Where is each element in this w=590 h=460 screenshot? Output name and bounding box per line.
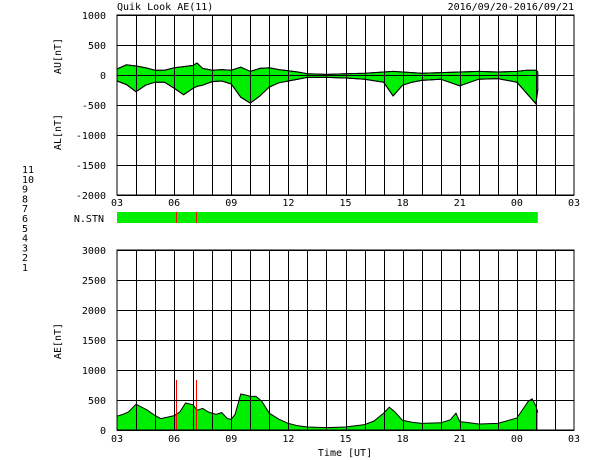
station-legend-item: 2 — [22, 253, 28, 264]
station-legend-item: 11 — [22, 165, 34, 176]
au-axis-label: AU[nT] — [53, 38, 64, 74]
y-tick-label: 500 — [88, 396, 106, 407]
au-series-line — [116, 62, 539, 75]
y-tick-label: -1000 — [76, 131, 106, 142]
x-tick-label: 12 — [282, 434, 294, 445]
x-tick-label: 03 — [111, 434, 123, 445]
station-legend-item: 6 — [22, 214, 28, 225]
al-axis-label: AL[nT] — [53, 114, 64, 150]
x-axis-label: Time [UT] — [318, 448, 372, 459]
al-series-line — [116, 76, 539, 105]
station-legend-item: 10 — [22, 175, 34, 186]
station-legend-item: 7 — [22, 204, 28, 215]
y-tick-label: 3000 — [82, 246, 106, 257]
y-tick-label: 500 — [88, 41, 106, 52]
x-tick-label: 15 — [339, 434, 351, 445]
x-tick-label: 18 — [397, 198, 409, 209]
station-legend-item: 8 — [22, 194, 28, 205]
ae-area — [117, 394, 538, 430]
x-tick-label: 03 — [568, 434, 580, 445]
x-tick-label: 21 — [454, 198, 466, 209]
au-al-panel: 1000 500 0 -500 -1000 -1500 -2000 03 06 09 12 15 18… — [53, 11, 580, 209]
station-legend-item: 3 — [22, 243, 28, 254]
x-tick-label: 15 — [339, 198, 351, 209]
date-range: 2016/09/20-2016/09/21 — [448, 2, 574, 13]
station-legend-item: 5 — [22, 224, 28, 235]
ae-panel: 3000 2500 2000 1500 1000 500 0 03 06 09 12 15 18 21 0… — [53, 246, 580, 459]
x-tick-label: 06 — [168, 198, 180, 209]
x-tick-label: 00 — [511, 434, 523, 445]
y-tick-label: 0 — [100, 71, 106, 82]
y-tick-label: 1000 — [82, 366, 106, 377]
x-tick-label: 03 — [568, 198, 580, 209]
y-tick-label: -2000 — [76, 191, 106, 202]
x-tick-label: 09 — [225, 198, 237, 209]
x-tick-label: 12 — [282, 198, 294, 209]
station-count-label: N.STN — [74, 214, 104, 225]
au-al-envelope — [116, 62, 539, 105]
station-legend-item: 9 — [22, 185, 28, 196]
x-tick-label: 00 — [511, 198, 523, 209]
x-tick-label: 18 — [397, 434, 409, 445]
y-tick-label: -1500 — [76, 161, 106, 172]
y-tick-label: 2000 — [82, 306, 106, 317]
x-tick-label: 09 — [225, 434, 237, 445]
y-tick-label: 0 — [100, 426, 106, 437]
y-tick-label: 1000 — [82, 11, 106, 22]
station-legend-item: 4 — [22, 234, 28, 245]
x-tick-label: 03 — [111, 198, 123, 209]
station-count-bar — [117, 212, 538, 223]
x-tick-label: 06 — [168, 434, 180, 445]
y-tick-label: -500 — [82, 101, 106, 112]
station-count-panel: N.STN — [74, 212, 538, 225]
chart-title: Quik Look AE(11) — [117, 2, 213, 13]
y-tick-label: 2500 — [82, 276, 106, 287]
station-legend-item: 1 — [22, 263, 28, 274]
y-tick-label: 1500 — [82, 336, 106, 347]
ae-axis-label: AE[nT] — [53, 323, 64, 359]
x-tick-label: 21 — [454, 434, 466, 445]
